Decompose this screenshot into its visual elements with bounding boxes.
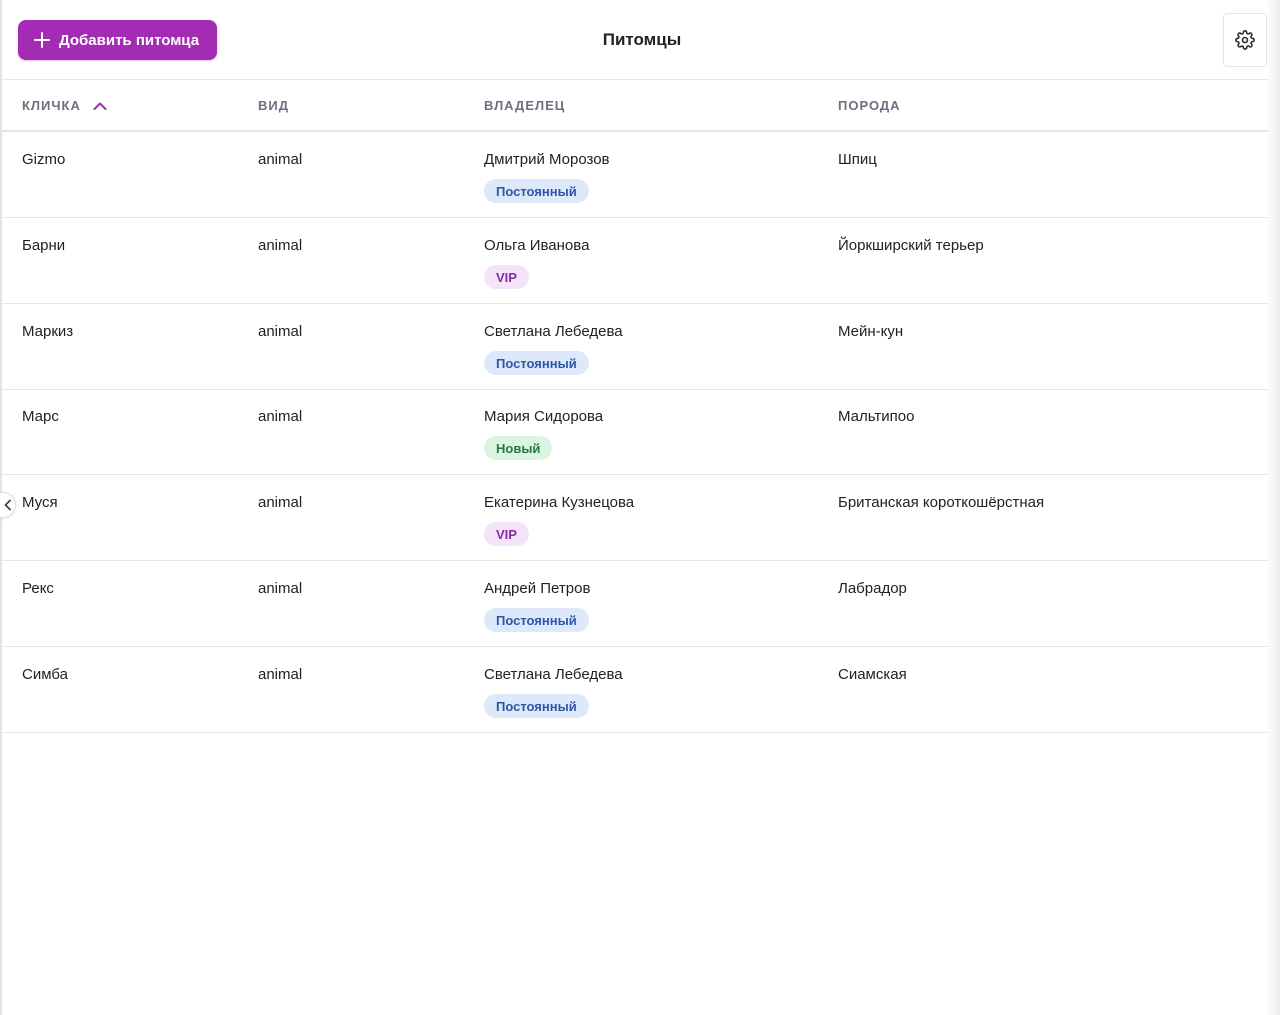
- table-header: КЛИЧКА ВИД ВЛАДЕЛЕЦ ПОРОДА: [2, 80, 1268, 132]
- status-badge: Постоянный: [484, 351, 589, 375]
- add-pet-button[interactable]: Добавить питомца: [18, 20, 217, 60]
- status-badge: Постоянный: [484, 179, 589, 203]
- plus-icon: [34, 32, 50, 48]
- pet-name: Маркиз: [22, 323, 74, 340]
- page-header: Добавить питомца Питомцы: [2, 0, 1268, 80]
- settings-button[interactable]: [1223, 13, 1267, 67]
- pet-name: Марс: [22, 408, 59, 425]
- table-row[interactable]: Маркиз animal Светлана Лебедева Постоянн…: [2, 304, 1268, 390]
- column-header-breed[interactable]: ПОРОДА: [838, 98, 901, 113]
- table-row[interactable]: Муся animal Екатерина Кузнецова VIP Брит…: [2, 475, 1268, 561]
- owner-name: Андрей Петров: [484, 580, 591, 597]
- status-badge: Постоянный: [484, 608, 589, 632]
- pet-species: animal: [258, 151, 303, 168]
- pet-breed: Мейн-кун: [838, 323, 904, 340]
- pet-species: animal: [258, 237, 303, 254]
- column-header-breed-label: ПОРОДА: [838, 98, 901, 113]
- table-row[interactable]: Gizmo animal Дмитрий Морозов Постоянный …: [2, 132, 1268, 218]
- gear-icon: [1235, 30, 1255, 50]
- owner-name: Светлана Лебедева: [484, 666, 623, 683]
- owner-name: Ольга Иванова: [484, 237, 590, 254]
- pet-species: animal: [258, 408, 303, 425]
- pet-breed: Сиамская: [838, 666, 907, 683]
- pet-name: Барни: [22, 237, 66, 254]
- owner-name: Дмитрий Морозов: [484, 151, 610, 168]
- column-header-name-label: КЛИЧКА: [22, 98, 81, 113]
- pet-breed: Британская короткошёрстная: [838, 494, 1045, 511]
- table-row[interactable]: Марс animal Мария Сидорова Новый Мальтип…: [2, 389, 1268, 475]
- pet-breed: Мальтипоо: [838, 408, 915, 425]
- chevron-up-icon: [93, 102, 107, 110]
- table-row[interactable]: Барни animal Ольга Иванова VIP Йоркширск…: [2, 218, 1268, 304]
- pet-breed: Лабрадор: [838, 580, 907, 597]
- table-row[interactable]: Рекс animal Андрей Петров Постоянный Лаб…: [2, 561, 1268, 647]
- column-header-owner[interactable]: ВЛАДЕЛЕЦ: [484, 98, 565, 113]
- pet-species: animal: [258, 580, 303, 597]
- pet-species: animal: [258, 323, 303, 340]
- pet-breed: Шпиц: [838, 151, 877, 168]
- pet-name: Рекс: [22, 580, 54, 597]
- pet-name: Gizmo: [22, 151, 66, 168]
- status-badge: Новый: [484, 436, 553, 460]
- column-header-species[interactable]: ВИД: [258, 98, 289, 113]
- pet-species: animal: [258, 494, 303, 511]
- status-badge: Постоянный: [484, 694, 589, 718]
- table-row[interactable]: Симба animal Светлана Лебедева Постоянны…: [2, 647, 1268, 733]
- status-badge: VIP: [484, 265, 529, 289]
- add-pet-button-label: Добавить питомца: [59, 31, 200, 49]
- pet-species: animal: [258, 666, 303, 683]
- column-header-name[interactable]: КЛИЧКА: [22, 98, 107, 113]
- pet-breed: Йоркширский терьер: [838, 237, 984, 254]
- owner-name: Светлана Лебедева: [484, 323, 623, 340]
- owner-name: Екатерина Кузнецова: [484, 494, 635, 511]
- chevron-left-icon: [4, 499, 11, 511]
- status-badge: VIP: [484, 522, 529, 546]
- column-header-species-label: ВИД: [258, 98, 289, 113]
- pet-name: Симба: [22, 666, 68, 683]
- column-header-owner-label: ВЛАДЕЛЕЦ: [484, 98, 566, 113]
- owner-name: Мария Сидорова: [484, 408, 604, 425]
- window-edge-shadow: [1266, 0, 1280, 1015]
- pet-name: Муся: [22, 494, 58, 511]
